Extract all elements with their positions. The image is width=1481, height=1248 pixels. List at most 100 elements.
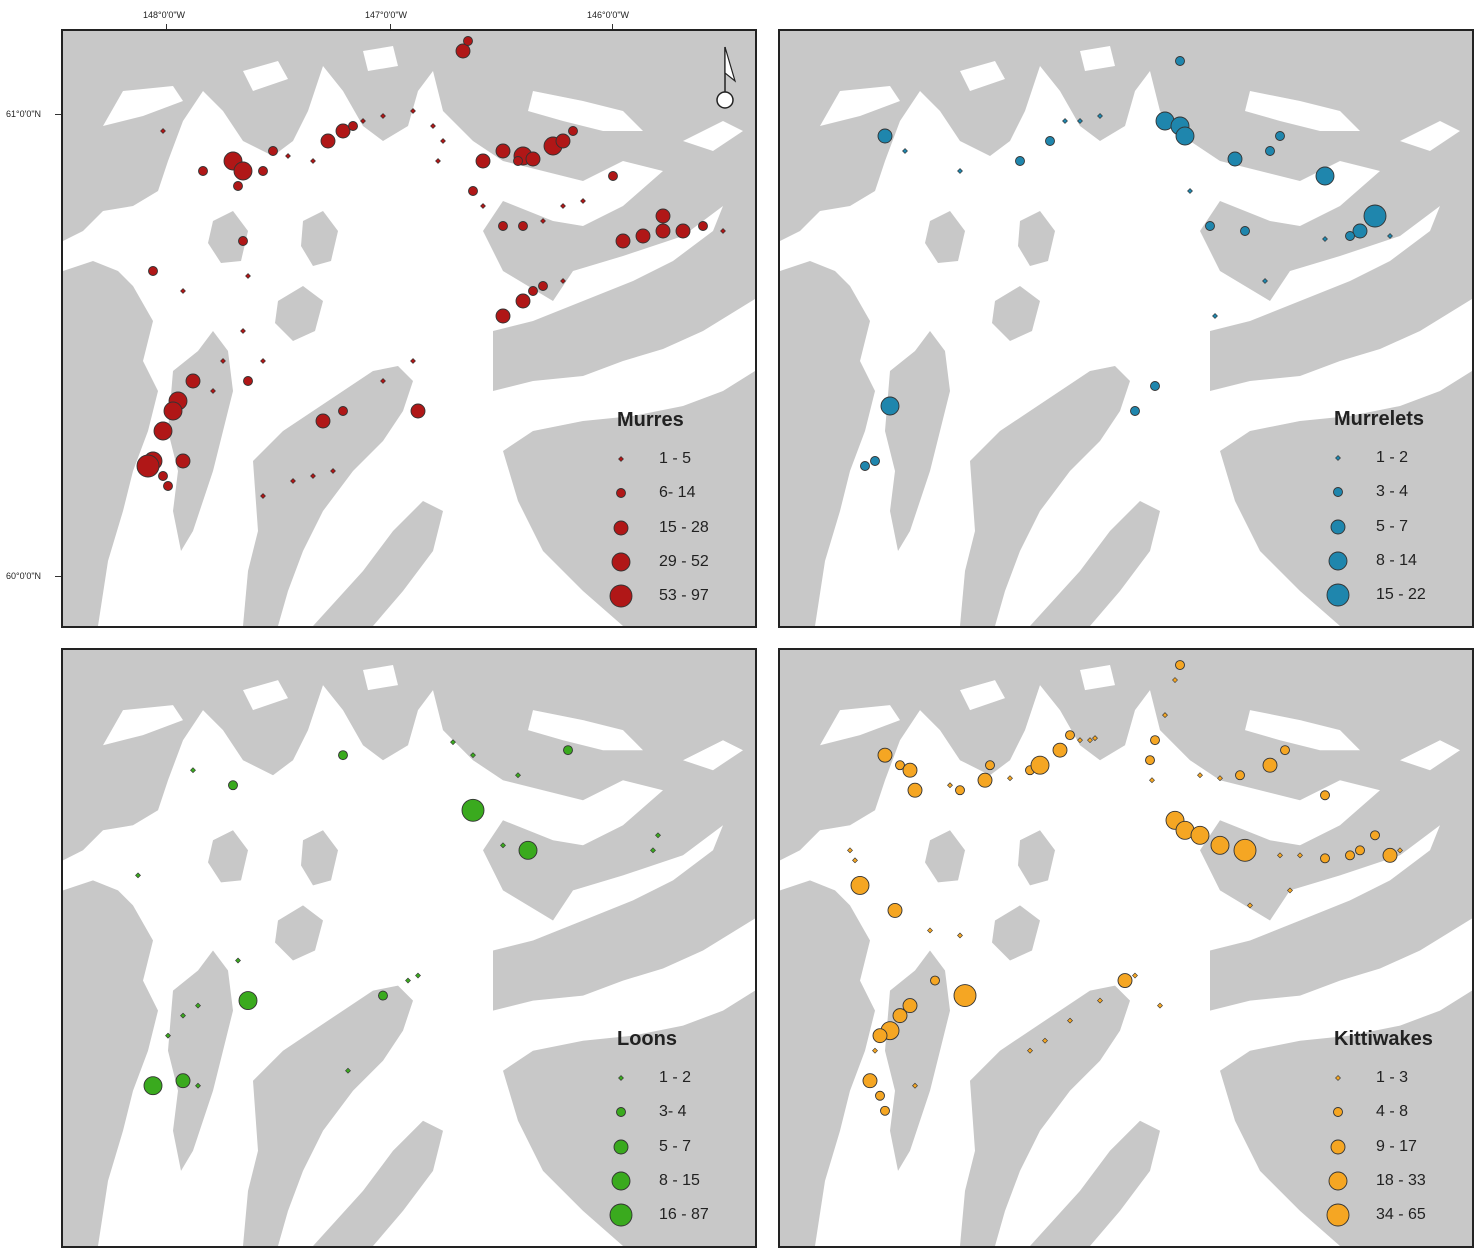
survey-point-kittiwakes-23 <box>1217 775 1223 782</box>
survey-point-murrelets-15 <box>1315 166 1335 186</box>
legend-symbol-icon <box>1320 1166 1356 1196</box>
lon-label-147w: 147°0'0"W <box>365 10 408 20</box>
survey-point-kittiwakes-21 <box>1149 777 1155 784</box>
survey-point-kittiwakes-39 <box>1382 847 1398 863</box>
survey-point-kittiwakes-7 <box>985 760 995 771</box>
water-inlet-3 <box>528 710 643 751</box>
survey-point-kittiwakes-19 <box>1150 735 1160 746</box>
land-area-4 <box>301 211 338 266</box>
survey-point-murres-36 <box>615 233 631 249</box>
land-area-6 <box>275 905 323 961</box>
land-area-6 <box>275 286 323 341</box>
survey-point-kittiwakes-27 <box>1320 790 1330 801</box>
survey-point-murres-53 <box>220 358 226 364</box>
survey-point-murres-39 <box>675 223 691 239</box>
legend-symbol-2 <box>613 520 629 536</box>
survey-point-kittiwakes-38 <box>1345 850 1355 861</box>
land-area-5 <box>925 830 965 883</box>
survey-point-loons-16 <box>405 977 411 984</box>
survey-point-loons-15 <box>378 990 388 1001</box>
legend-symbol-icon <box>1320 443 1356 473</box>
land-area-1 <box>63 261 158 626</box>
survey-point-kittiwakes-13 <box>1077 737 1083 744</box>
legend-row: 34 - 65 <box>1320 1198 1470 1232</box>
survey-point-murrelets-28 <box>880 396 900 416</box>
survey-point-murres-65 <box>260 358 266 364</box>
survey-point-loons-22 <box>175 1073 191 1089</box>
survey-point-loons-21 <box>143 1076 163 1096</box>
survey-point-kittiwakes-50 <box>930 975 940 986</box>
land-area-3 <box>243 366 413 626</box>
survey-point-kittiwakes-32 <box>1233 838 1257 862</box>
survey-point-murrelets-30 <box>860 461 870 471</box>
survey-point-murres-72 <box>310 473 316 479</box>
survey-point-kittiwakes-10 <box>1030 755 1050 775</box>
land-area-7 <box>1220 990 1472 1246</box>
survey-point-kittiwakes-2 <box>902 762 918 778</box>
land-area-5 <box>208 830 248 883</box>
legend-symbol-0 <box>1335 455 1341 462</box>
survey-point-loons-8 <box>518 840 538 860</box>
legend-label: 34 - 65 <box>1376 1206 1426 1224</box>
legend-symbol-icon <box>1320 1063 1356 1093</box>
survey-point-kittiwakes-40 <box>1397 847 1403 854</box>
water-inlet-1 <box>243 61 288 91</box>
water-inlet-1 <box>960 680 1005 711</box>
map-panel-kittiwakes: Kittiwakes 1 - 3 4 - 8 9 - 17 18 - 33 34 - 6… <box>778 648 1474 1248</box>
water-inlet-4 <box>1400 121 1460 151</box>
survey-point-murrelets-20 <box>1387 233 1393 239</box>
survey-point-murres-38 <box>655 223 671 239</box>
land-area-8 <box>1030 1120 1160 1246</box>
survey-point-loons-17 <box>415 972 421 979</box>
legend-symbol-icon <box>603 1166 639 1196</box>
survey-point-murres-71 <box>290 478 296 484</box>
land-area-1 <box>63 880 158 1246</box>
legend-symbol-icon <box>1320 1097 1356 1127</box>
survey-point-murrelets-3 <box>1015 156 1025 166</box>
survey-point-murres-68 <box>380 378 386 384</box>
legend-label: 18 - 33 <box>1376 1172 1426 1190</box>
survey-point-kittiwakes-55 <box>872 1047 878 1054</box>
survey-point-murrelets-21 <box>1205 221 1215 231</box>
water-inlet-3 <box>528 91 643 131</box>
legend-row: 5 - 7 <box>1320 510 1470 544</box>
water-inlet-0 <box>820 705 900 746</box>
land-area-4 <box>301 830 338 886</box>
survey-point-murrelets-17 <box>1352 223 1368 239</box>
water-inlet-2 <box>363 665 398 691</box>
survey-point-kittiwakes-18 <box>1162 712 1168 719</box>
survey-point-kittiwakes-42 <box>1247 902 1253 909</box>
survey-point-kittiwakes-6 <box>977 772 993 788</box>
legend-label: 16 - 87 <box>659 1206 709 1224</box>
survey-point-kittiwakes-31 <box>1210 835 1230 855</box>
land-area-7 <box>1220 371 1472 626</box>
survey-point-murres-17 <box>430 123 436 129</box>
survey-point-murres-50 <box>238 236 248 246</box>
survey-point-murres-48 <box>148 266 158 276</box>
lat-label-60n: 60°0'0"N <box>6 571 42 581</box>
lon-label-148w: 148°0'0"W <box>143 10 186 20</box>
survey-point-murres-13 <box>380 113 386 119</box>
survey-point-murres-29 <box>480 203 486 209</box>
legend-row: 15 - 28 <box>603 511 753 545</box>
water-inlet-4 <box>1400 740 1460 771</box>
survey-point-murres-8 <box>310 158 316 164</box>
survey-point-murrelets-25 <box>1212 313 1218 319</box>
map-panel-murres: Murres 1 - 5 6- 14 15 - 28 29 - 52 53 - 97 <box>61 29 757 628</box>
legend-symbol-3 <box>611 1171 631 1191</box>
survey-point-murres-51 <box>245 273 251 279</box>
legend-row: 1 - 3 <box>1320 1061 1470 1095</box>
survey-point-kittiwakes-11 <box>1052 742 1068 758</box>
legend-row: 29 - 52 <box>603 545 753 579</box>
survey-point-murrelets-12 <box>1227 151 1243 167</box>
legend-murrelets: Murrelets 1 - 2 3 - 4 5 - 7 8 - 14 15 - 22 <box>1320 408 1470 612</box>
survey-point-kittiwakes-66 <box>1157 1002 1163 1009</box>
survey-point-loons-18 <box>195 1002 201 1009</box>
survey-point-murres-40 <box>698 221 708 231</box>
points-murrelets <box>860 56 1393 471</box>
legend-symbol-1 <box>616 1107 626 1118</box>
survey-point-murres-49 <box>180 288 186 294</box>
legend-symbol-icon <box>1320 1200 1356 1230</box>
water-inlet-2 <box>363 46 398 71</box>
survey-point-kittiwakes-22 <box>1197 772 1203 779</box>
